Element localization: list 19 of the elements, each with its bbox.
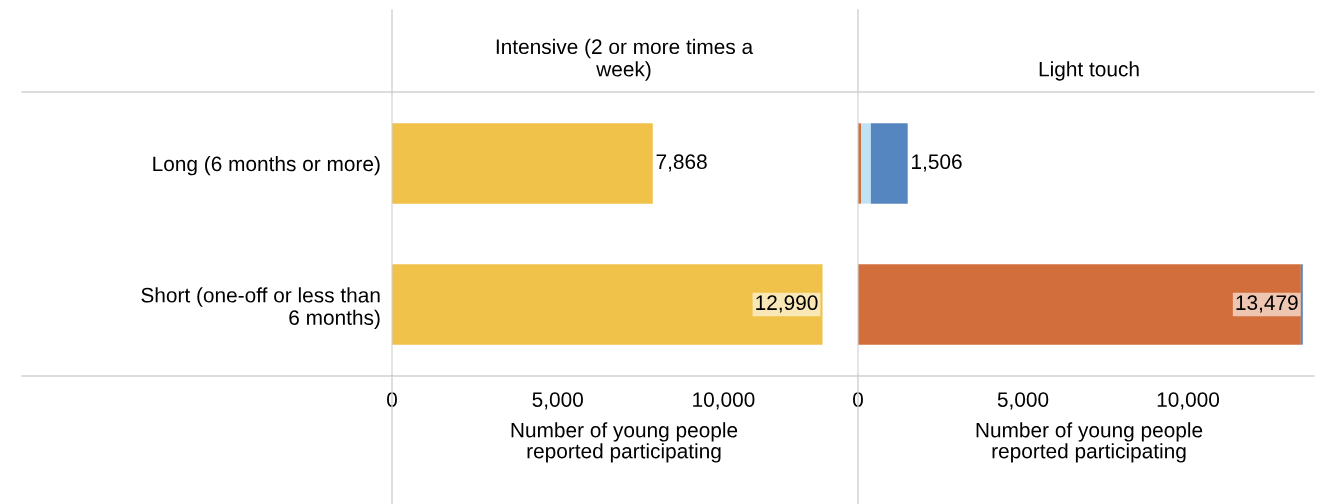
chart-title: Light touch [1039, 61, 1139, 81]
x-tick-label: 0 [853, 392, 863, 407]
y-tick-label: Short (one-off or less than 6 months) [141, 287, 380, 330]
data-label: 12,990 [756, 295, 818, 313]
bar [860, 123, 871, 204]
x-tick-label: 5,000 [997, 392, 1049, 410]
bar [870, 123, 908, 204]
chart-title: Intensive (2 or more times a week) [496, 38, 754, 81]
total-label: 13,479 [1236, 295, 1298, 313]
x-axis-title: Number of young people reported participating [976, 422, 1203, 463]
x-axis-title: Number of young people reported participating [511, 422, 738, 463]
y-tick-label: Long (6 months or more) [153, 155, 380, 176]
x-tick-label: 0 [387, 392, 397, 407]
total-label: 1,506 [912, 154, 962, 172]
x-tick-label: 10,000 [1157, 392, 1220, 410]
x-tick-label: 5,000 [532, 392, 583, 410]
data-label: 7,868 [656, 154, 707, 172]
x-tick-label: 10,000 [693, 392, 755, 410]
bar [858, 264, 1301, 345]
